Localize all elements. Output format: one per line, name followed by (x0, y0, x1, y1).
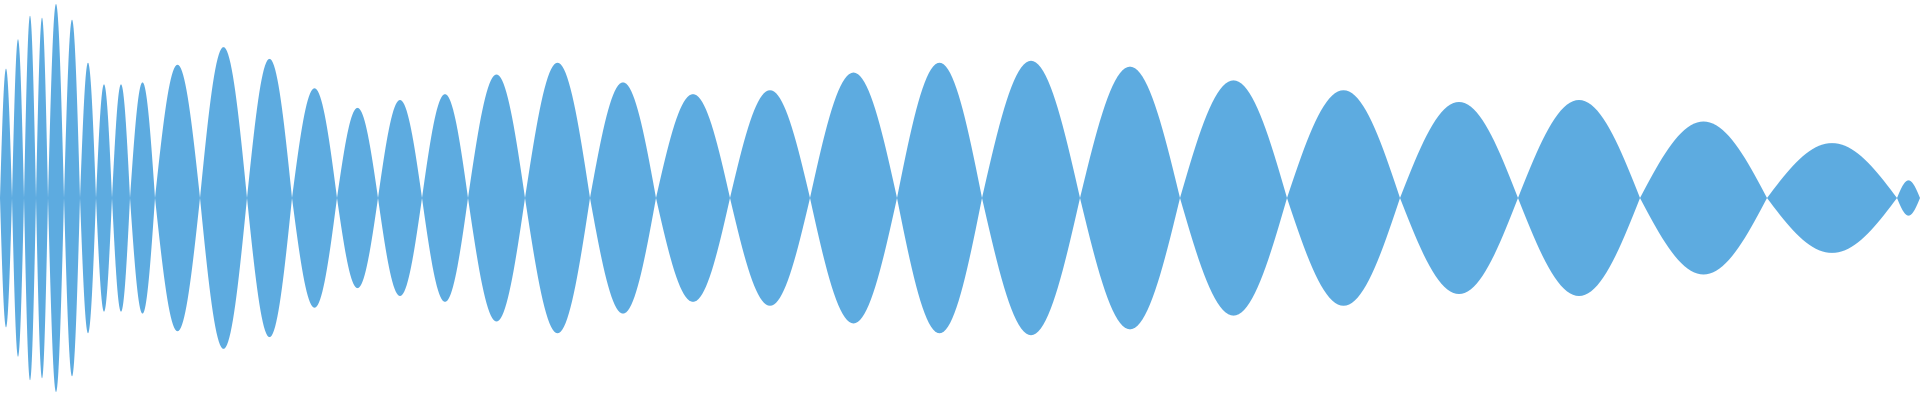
waveform-lobe-9 (112, 84, 130, 312)
waveform-lobes (0, 3, 1920, 393)
waveform-lobe-2 (12, 39, 24, 357)
waveform-lobe-28 (1287, 90, 1400, 306)
waveform-lobe-6 (64, 19, 80, 377)
waveform-lobe-32 (1767, 143, 1897, 253)
waveform-lobe-24 (897, 62, 982, 334)
waveform-lobe-16 (378, 100, 422, 296)
waveform-lobe-27 (1180, 80, 1287, 316)
waveform-lobe-25 (982, 60, 1080, 336)
waveform-lobe-5 (48, 3, 64, 393)
waveform-lobe-29 (1400, 101, 1518, 295)
waveform-lobe-13 (247, 58, 292, 338)
waveform-lobe-12 (200, 47, 247, 349)
waveform-lobe-22 (730, 90, 810, 306)
waveform-lobe-31 (1640, 121, 1767, 275)
waveform-lobe-20 (590, 82, 656, 314)
waveform-lobe-14 (292, 88, 337, 308)
waveform-lobe-10 (130, 82, 155, 314)
waveform-lobe-17 (422, 94, 468, 302)
waveform-lobe-1 (0, 68, 12, 328)
waveform-lobe-23 (810, 72, 897, 324)
waveform-lobe-3 (24, 15, 36, 381)
waveform-lobe-26 (1080, 66, 1180, 330)
waveform-lobe-33 (1897, 180, 1920, 216)
waveform-lobe-19 (525, 62, 590, 334)
waveform-lobe-15 (337, 107, 378, 289)
waveform-lobe-18 (468, 74, 525, 322)
waveform-lobe-4 (36, 17, 48, 379)
waveform-lobe-11 (155, 64, 200, 332)
waveform-lobe-7 (80, 62, 96, 334)
waveform-lobe-8 (96, 84, 112, 312)
waveform-lobe-21 (656, 94, 730, 302)
waveform-lobe-30 (1518, 100, 1640, 296)
